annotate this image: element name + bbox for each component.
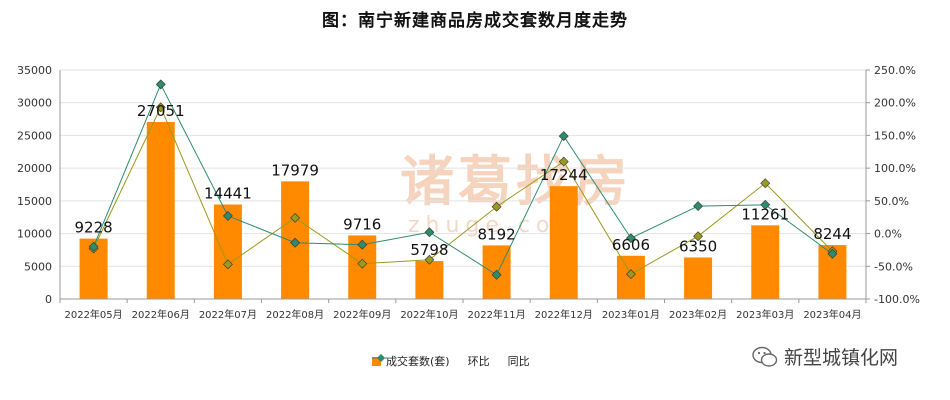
y-left-tick-label: 5000 [24, 260, 52, 273]
point-hb [625, 269, 636, 280]
watermark-text: 新型城镇化网 [784, 347, 899, 369]
point-tb [558, 131, 569, 142]
bar-value-label: 14441 [204, 185, 252, 203]
legend-item-tb[interactable]: 同比 [372, 353, 530, 369]
x-tick-label: 2022年05月 [64, 308, 122, 321]
y-right-tick-label: 50.0% [874, 195, 909, 208]
y-right-tick-label: 250.0% [874, 64, 916, 77]
line-hb [93, 106, 833, 275]
y-left-tick-label: 0 [45, 293, 52, 306]
y-left-tick-label: 10000 [17, 228, 52, 241]
grid-lines [60, 69, 866, 267]
legend-item-bar[interactable]: 成交套数(套) [372, 353, 450, 369]
legend-swatch-bar [372, 356, 381, 366]
point-tb [290, 237, 301, 248]
point-hb [760, 178, 771, 189]
point-hb [290, 212, 301, 223]
bar [684, 257, 713, 299]
bar-value-label: 8244 [813, 225, 851, 243]
y-right-tick-label: -50.0% [874, 260, 913, 273]
point-hb [491, 201, 502, 212]
point-tb [357, 239, 368, 250]
point-tb [693, 201, 704, 212]
line-tb [93, 83, 833, 276]
source-watermark: 新型城镇化网 [752, 343, 898, 370]
y-right-tick-label: -100.0% [874, 293, 920, 306]
wechat-icon [752, 346, 778, 368]
bar-value-label: 11261 [741, 205, 789, 223]
point-tb [424, 227, 435, 238]
bar-value-label: 9228 [74, 219, 112, 237]
data-labels: 9228 27051 14441 17979 9716 5798 8192 17244 6606… [74, 102, 851, 259]
x-tick-label: 2022年10月 [400, 308, 458, 321]
y-left-tick-label: 20000 [17, 162, 52, 175]
bar-value-label: 27051 [137, 102, 185, 120]
legend-label-hb: 环比 [467, 355, 490, 368]
bar [415, 261, 444, 299]
line-series [88, 79, 838, 280]
x-tick-label: 2022年08月 [266, 308, 324, 321]
chart-title: 图：南宁新建商品房成交套数月度走势 [322, 11, 628, 31]
y-right-tick-label: 100.0% [874, 162, 916, 175]
legend-label-tb: 同比 [507, 355, 530, 368]
legend: 成交套数(套) 环比 同比 [372, 353, 530, 369]
bar-value-label: 9716 [343, 215, 381, 233]
x-tick-label: 2022年06月 [132, 308, 190, 321]
point-tb [625, 233, 636, 244]
x-tick-label: 2023年01月 [602, 308, 660, 321]
point-hb [558, 156, 569, 167]
point-tb [827, 248, 838, 259]
y-left-tick-label: 35000 [17, 64, 52, 77]
x-tick-label: 2022年11月 [467, 308, 525, 321]
bar [146, 122, 175, 299]
x-tick-label: 2022年12月 [535, 308, 593, 321]
point-hb [222, 259, 233, 270]
y-left-tick-label: 15000 [17, 195, 52, 208]
bar-value-label: 5798 [410, 241, 448, 259]
legend-label-bar: 成交套数(套) [386, 355, 450, 368]
point-hb [424, 254, 435, 265]
bar-value-label: 8192 [477, 225, 515, 243]
x-tick-label: 2023年04月 [803, 308, 861, 321]
point-hb [693, 231, 704, 242]
point-hb [155, 102, 166, 113]
y-right-tick-label: 0.0% [874, 228, 902, 241]
bar-value-label: 17979 [271, 161, 319, 179]
bar-value-label: 6350 [679, 237, 717, 255]
watermark-brand-text: 诸葛找房 [400, 150, 632, 213]
point-hb [357, 258, 368, 269]
point-tb [491, 269, 502, 280]
axes: 0 5000 10000 15000 20000 25000 30000 35000 -100.… [17, 64, 920, 321]
legend-swatch-tb [372, 354, 390, 362]
point-tb [155, 79, 166, 90]
point-tb [222, 210, 233, 221]
x-tick-label: 2022年09月 [333, 308, 391, 321]
bar-value-label: 6606 [612, 236, 650, 254]
x-tick-label: 2022年07月 [199, 308, 257, 321]
x-tick-label: 2023年03月 [736, 308, 794, 321]
point-tb [88, 241, 99, 252]
y-left-tick-label: 25000 [17, 129, 52, 142]
bar [751, 225, 780, 299]
y-right-tick-label: 150.0% [874, 129, 916, 142]
y-right-tick-label: 200.0% [874, 97, 916, 110]
bar [549, 186, 578, 299]
x-tick-label: 2023年02月 [669, 308, 727, 321]
y-left-tick-label: 30000 [17, 97, 52, 110]
bar-value-label: 17244 [540, 166, 588, 184]
legend-item-hb[interactable]: 环比 [372, 353, 490, 369]
point-tb [760, 199, 771, 210]
